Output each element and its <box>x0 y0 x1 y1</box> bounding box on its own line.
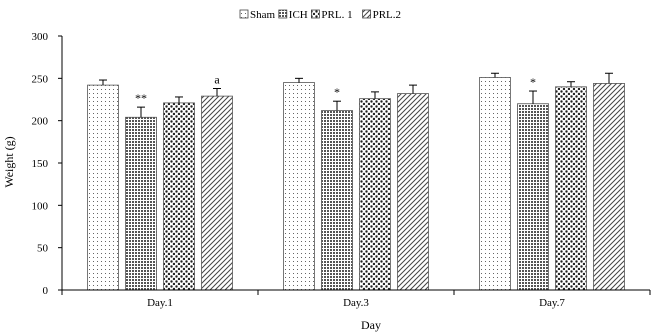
legend-item: Sham <box>239 9 276 21</box>
y-tick-label: 100 <box>32 200 49 212</box>
x-tick-label: Day.3 <box>343 297 369 309</box>
significance-label: ** <box>135 91 147 105</box>
bar <box>163 102 195 291</box>
legend-item: ICH <box>278 9 308 21</box>
legend-label: PRL. 1 <box>321 9 352 21</box>
significance-label: a <box>214 72 220 86</box>
bar <box>87 84 119 291</box>
legend: Sham ICH PRL. 1 PRL.2 <box>239 9 401 21</box>
legend-swatch <box>362 9 372 19</box>
x-axis-title: Day <box>361 318 381 332</box>
bar <box>517 103 549 291</box>
legend-swatch <box>310 9 320 19</box>
y-tick-label: 50 <box>37 243 49 255</box>
y-tick-label: 250 <box>32 73 49 85</box>
legend-item: PRL. 1 <box>310 9 353 21</box>
bar <box>359 98 391 291</box>
legend-swatch <box>278 9 288 19</box>
legend-label: Sham <box>250 9 276 21</box>
significance-label: * <box>334 85 340 99</box>
bar <box>555 86 587 291</box>
bar <box>125 116 157 291</box>
x-tick-label: Day.7 <box>539 297 565 309</box>
x-axis: Day.1 Day.3 Day.7 <box>61 289 651 309</box>
y-tick-label: 200 <box>32 116 49 128</box>
y-tick-label: 0 <box>43 285 49 297</box>
y-axis: 0 50 100 150 200 250 300 <box>32 31 63 297</box>
bar <box>283 82 315 291</box>
bars: **a** <box>87 72 625 291</box>
bar <box>321 110 353 291</box>
bar <box>201 95 233 291</box>
y-tick-label: 300 <box>32 31 49 43</box>
x-tick-label: Day.1 <box>147 297 173 309</box>
legend-label: ICH <box>289 9 308 21</box>
bar <box>479 77 511 291</box>
legend-swatch <box>239 9 249 19</box>
bar <box>593 83 625 291</box>
legend-label: PRL.2 <box>373 9 401 21</box>
significance-label: * <box>530 75 536 89</box>
legend-item: PRL.2 <box>362 9 401 21</box>
bar <box>397 93 429 291</box>
y-tick-label: 150 <box>32 158 49 170</box>
y-axis-title: Weight (g) <box>2 136 16 187</box>
